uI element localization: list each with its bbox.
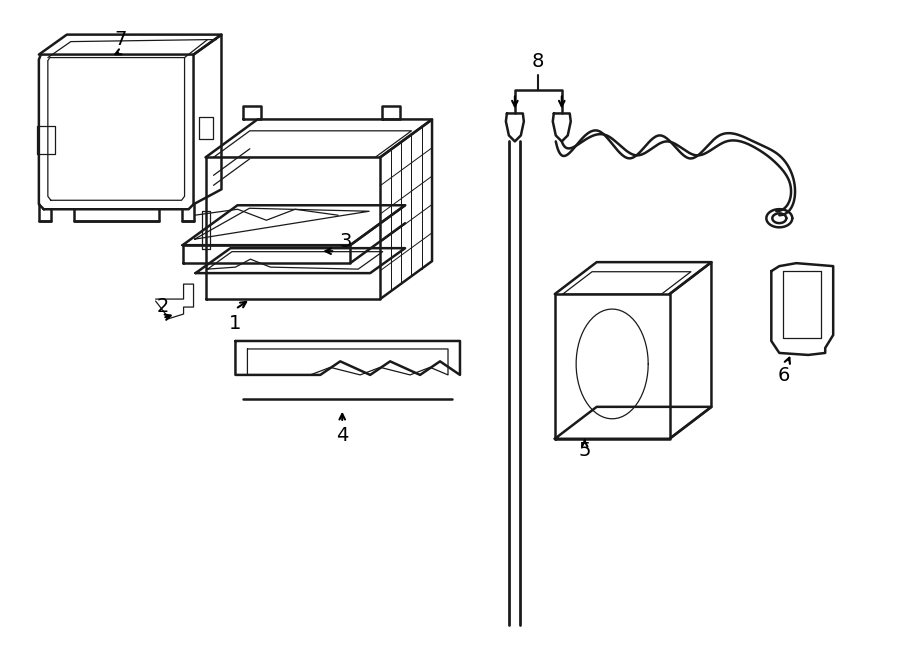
Text: 5: 5: [579, 442, 591, 460]
Text: 3: 3: [339, 232, 351, 251]
Text: 1: 1: [230, 313, 241, 332]
Text: 7: 7: [114, 30, 127, 49]
Text: 2: 2: [157, 297, 169, 315]
Text: 6: 6: [778, 366, 790, 385]
Text: 8: 8: [532, 52, 544, 71]
Text: 4: 4: [336, 426, 348, 446]
